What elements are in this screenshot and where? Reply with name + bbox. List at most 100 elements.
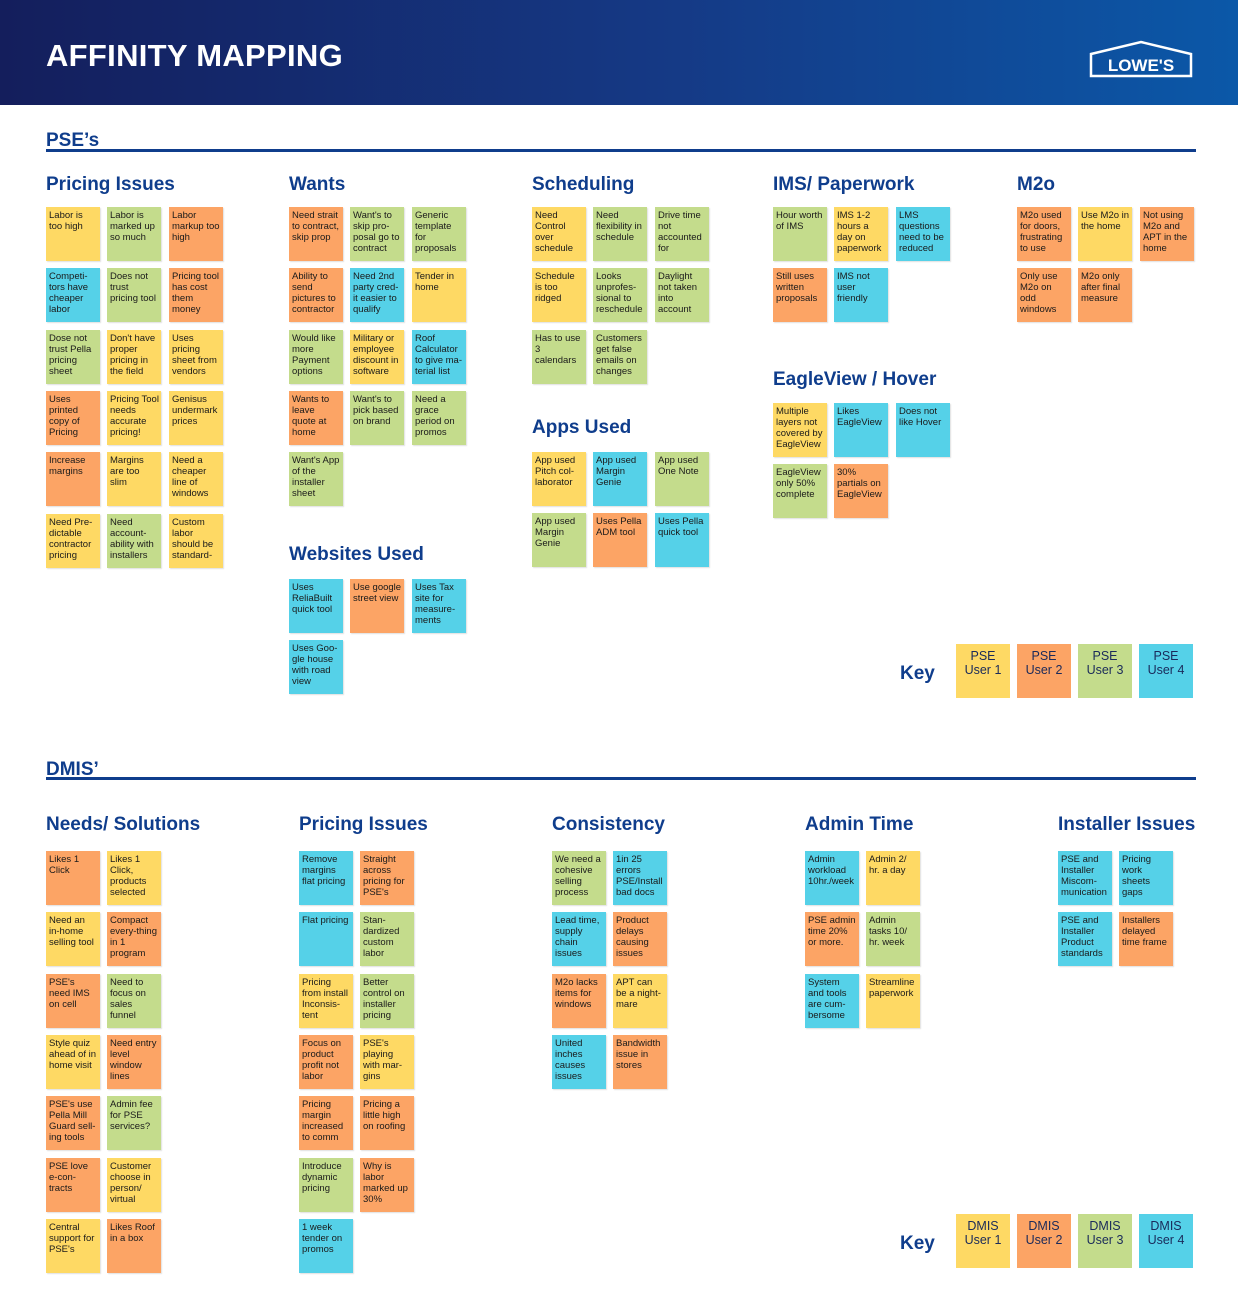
pse-m2o-sticky-note: Use M2o in the home (1078, 207, 1132, 261)
pse-wants-sticky-note: Roof Calculator to give ma-terial list (412, 330, 466, 384)
dmis-needs-sticky-note: Customer choose in person/ virtual (107, 1158, 161, 1212)
dmis-needs-sticky-note: Need an in-home selling tool (46, 912, 100, 966)
dmis-pricing-sticky-note: Why is labor marked up 30% (360, 1158, 414, 1212)
dmis-admin-sticky-note: Admin workload 10hr./week (805, 851, 859, 905)
page-header: AFFINITY MAPPING LOWE'S (0, 0, 1238, 105)
pse-pricing-sticky-note: Increase margins (46, 452, 100, 506)
dmis-admin-sticky-note: System and tools are cum-bersome (805, 974, 859, 1028)
pse-eagleview-sticky-note: Multiple layers not covered by EagleView (773, 403, 827, 457)
pse-key-swatch: PSE User 3 (1078, 644, 1132, 698)
pse-key-label: Key (900, 663, 935, 684)
dmis-pricing-sticky-note: Straight across pricing for PSE's (360, 851, 414, 905)
page-title: AFFINITY MAPPING (46, 38, 344, 73)
dmis-needs-sticky-note: Admin fee for PSE services? (107, 1096, 161, 1150)
pse-pricing-title: Pricing Issues (46, 174, 175, 195)
dmis-needs-sticky-note: PSE's need IMS on cell (46, 974, 100, 1028)
pse-scheduling-sticky-note: Customers get false emails on changes (593, 330, 647, 384)
pse-wants-sticky-note: Want's App of the installer sheet (289, 452, 343, 506)
dmis-needs-sticky-note: Likes 1 Click (46, 851, 100, 905)
pse-apps-sticky-note: Uses Pella ADM tool (593, 513, 647, 567)
pse-websites-sticky-note: Uses Tax site for measure-ments (412, 579, 466, 633)
dmis-consistency-sticky-note: M2o lacks items for windows (552, 974, 606, 1028)
dmis-pricing-sticky-note: Stan-dardized custom labor (360, 912, 414, 966)
dmis-installer-sticky-note: PSE and Installer Miscom-munication (1058, 851, 1112, 905)
pse-key-swatch: PSE User 4 (1139, 644, 1193, 698)
pse-wants-sticky-note: Want's to skip pro-posal go to contract (350, 207, 404, 261)
pse-pricing-sticky-note: Dose not trust Pella pricing sheet (46, 330, 100, 384)
pse-pricing-sticky-note: Margins are too slim (107, 452, 161, 506)
pse-m2o-sticky-note: Only use M2o on odd windows (1017, 268, 1071, 322)
dmis-key-swatch: DMIS User 2 (1017, 1214, 1071, 1268)
dmis-pricing-sticky-note: Better control on installer pricing (360, 974, 414, 1028)
dmis-consistency-sticky-note: Bandwidth issue in stores (613, 1035, 667, 1089)
dmis-pricing-sticky-note: Pricing margin increased to comm (299, 1096, 353, 1150)
pse-apps-sticky-note: App used Pitch col-laborator (532, 452, 586, 506)
dmis-divider (46, 777, 1196, 780)
pse-divider (46, 149, 1196, 152)
pse-pricing-sticky-note: Need Pre-dictable contractor pricing (46, 514, 100, 568)
pse-pricing-sticky-note: Uses pricing sheet from vendors (169, 330, 223, 384)
pse-wants-sticky-note: Generic template for proposals (412, 207, 466, 261)
pse-pricing-sticky-note: Competi-tors have cheaper labor (46, 268, 100, 322)
pse-pricing-sticky-note: Labor is marked up so much (107, 207, 161, 261)
pse-eagleview-sticky-note: Does not like Hover (896, 403, 950, 457)
dmis-consistency-sticky-note: We need a cohesive selling process (552, 851, 606, 905)
pse-ims-sticky-note: LMS questions need to be reduced (896, 207, 950, 261)
pse-scheduling-title: Scheduling (532, 174, 635, 195)
pse-wants-sticky-note: Military or employee discount in softwar… (350, 330, 404, 384)
dmis-needs-sticky-note: Style quiz ahead of in home visit (46, 1035, 100, 1089)
pse-scheduling-sticky-note: Need flexibility in schedule (593, 207, 647, 261)
dmis-admin-sticky-note: PSE admin time 20% or more. (805, 912, 859, 966)
dmis-pricing-sticky-note: 1 week tender on promos (299, 1219, 353, 1273)
dmis-admin-title: Admin Time (805, 814, 914, 835)
pse-pricing-sticky-note: Labor markup too high (169, 207, 223, 261)
dmis-key-swatch: DMIS User 3 (1078, 1214, 1132, 1268)
pse-pricing-sticky-note: Uses printed copy of Pricing (46, 391, 100, 445)
pse-ims-sticky-note: IMS 1-2 hours a day on paperwork (834, 207, 888, 261)
dmis-pricing-sticky-note: Focus on product profit not labor (299, 1035, 353, 1089)
pse-m2o-sticky-note: M2o only after final measure (1078, 268, 1132, 322)
dmis-pricing-sticky-note: Pricing from install Inconsis-tent (299, 974, 353, 1028)
dmis-admin-sticky-note: Streamline paperwork (866, 974, 920, 1028)
dmis-key-label: Key (900, 1233, 935, 1254)
dmis-needs-sticky-note: PSE love e-con-tracts (46, 1158, 100, 1212)
dmis-needs-sticky-note: PSE's use Pella Mill Guard sell-ing tool… (46, 1096, 100, 1150)
dmis-pricing-sticky-note: Flat pricing (299, 912, 353, 966)
dmis-section-title: DMIS’ (46, 759, 99, 780)
pse-websites-sticky-note: Use google street view (350, 579, 404, 633)
pse-pricing-sticky-note: Does not trust pricing tool (107, 268, 161, 322)
pse-eagleview-sticky-note: EagleView only 50% complete (773, 464, 827, 518)
pse-apps-title: Apps Used (532, 417, 632, 438)
pse-wants-sticky-note: Need a grace period on promos (412, 391, 466, 445)
pse-pricing-sticky-note: Genisus undermark prices (169, 391, 223, 445)
pse-pricing-sticky-note: Need a cheaper line of windows (169, 452, 223, 506)
dmis-needs-title: Needs/ Solutions (46, 814, 201, 835)
pse-apps-sticky-note: App used One Note (655, 452, 709, 506)
dmis-key-swatch: DMIS User 1 (956, 1214, 1010, 1268)
pse-scheduling-sticky-note: Need Control over schedule (532, 207, 586, 261)
pse-pricing-sticky-note: Pricing Tool needs accurate pricing! (107, 391, 161, 445)
pse-pricing-sticky-note: Don't have proper pricing in the field (107, 330, 161, 384)
dmis-pricing-sticky-note: Remove margins flat pricing (299, 851, 353, 905)
pse-websites-sticky-note: Uses ReliaBuilt quick tool (289, 579, 343, 633)
pse-pricing-sticky-note: Labor is too high (46, 207, 100, 261)
dmis-pricing-sticky-note: Introduce dynamic pricing (299, 1158, 353, 1212)
dmis-installer-sticky-note: Installers delayed time frame (1119, 912, 1173, 966)
pse-scheduling-sticky-note: Has to use 3 calendars (532, 330, 586, 384)
dmis-needs-sticky-note: Central support for PSE's (46, 1219, 100, 1273)
pse-scheduling-sticky-note: Schedule is too ridged (532, 268, 586, 322)
dmis-needs-sticky-note: Likes Roof in a box (107, 1219, 161, 1273)
logo-text: LOWE'S (1108, 56, 1174, 75)
pse-wants-sticky-note: Would like more Payment options (289, 330, 343, 384)
dmis-consistency-sticky-note: Product delays causing issues (613, 912, 667, 966)
pse-pricing-sticky-note: Custom labor should be standard- (169, 514, 223, 568)
pse-eagleview-sticky-note: Likes EagleView (834, 403, 888, 457)
pse-wants-sticky-note: Tender in home (412, 268, 466, 322)
dmis-admin-sticky-note: Admin 2/ hr. a day (866, 851, 920, 905)
dmis-installer-title: Installer Issues (1058, 814, 1196, 835)
pse-apps-sticky-note: Uses Pella quick tool (655, 513, 709, 567)
dmis-consistency-sticky-note: APT can be a night-mare (613, 974, 667, 1028)
pse-key-swatch: PSE User 1 (956, 644, 1010, 698)
pse-ims-sticky-note: IMS not user friendly (834, 268, 888, 322)
dmis-consistency-title: Consistency (552, 814, 665, 835)
